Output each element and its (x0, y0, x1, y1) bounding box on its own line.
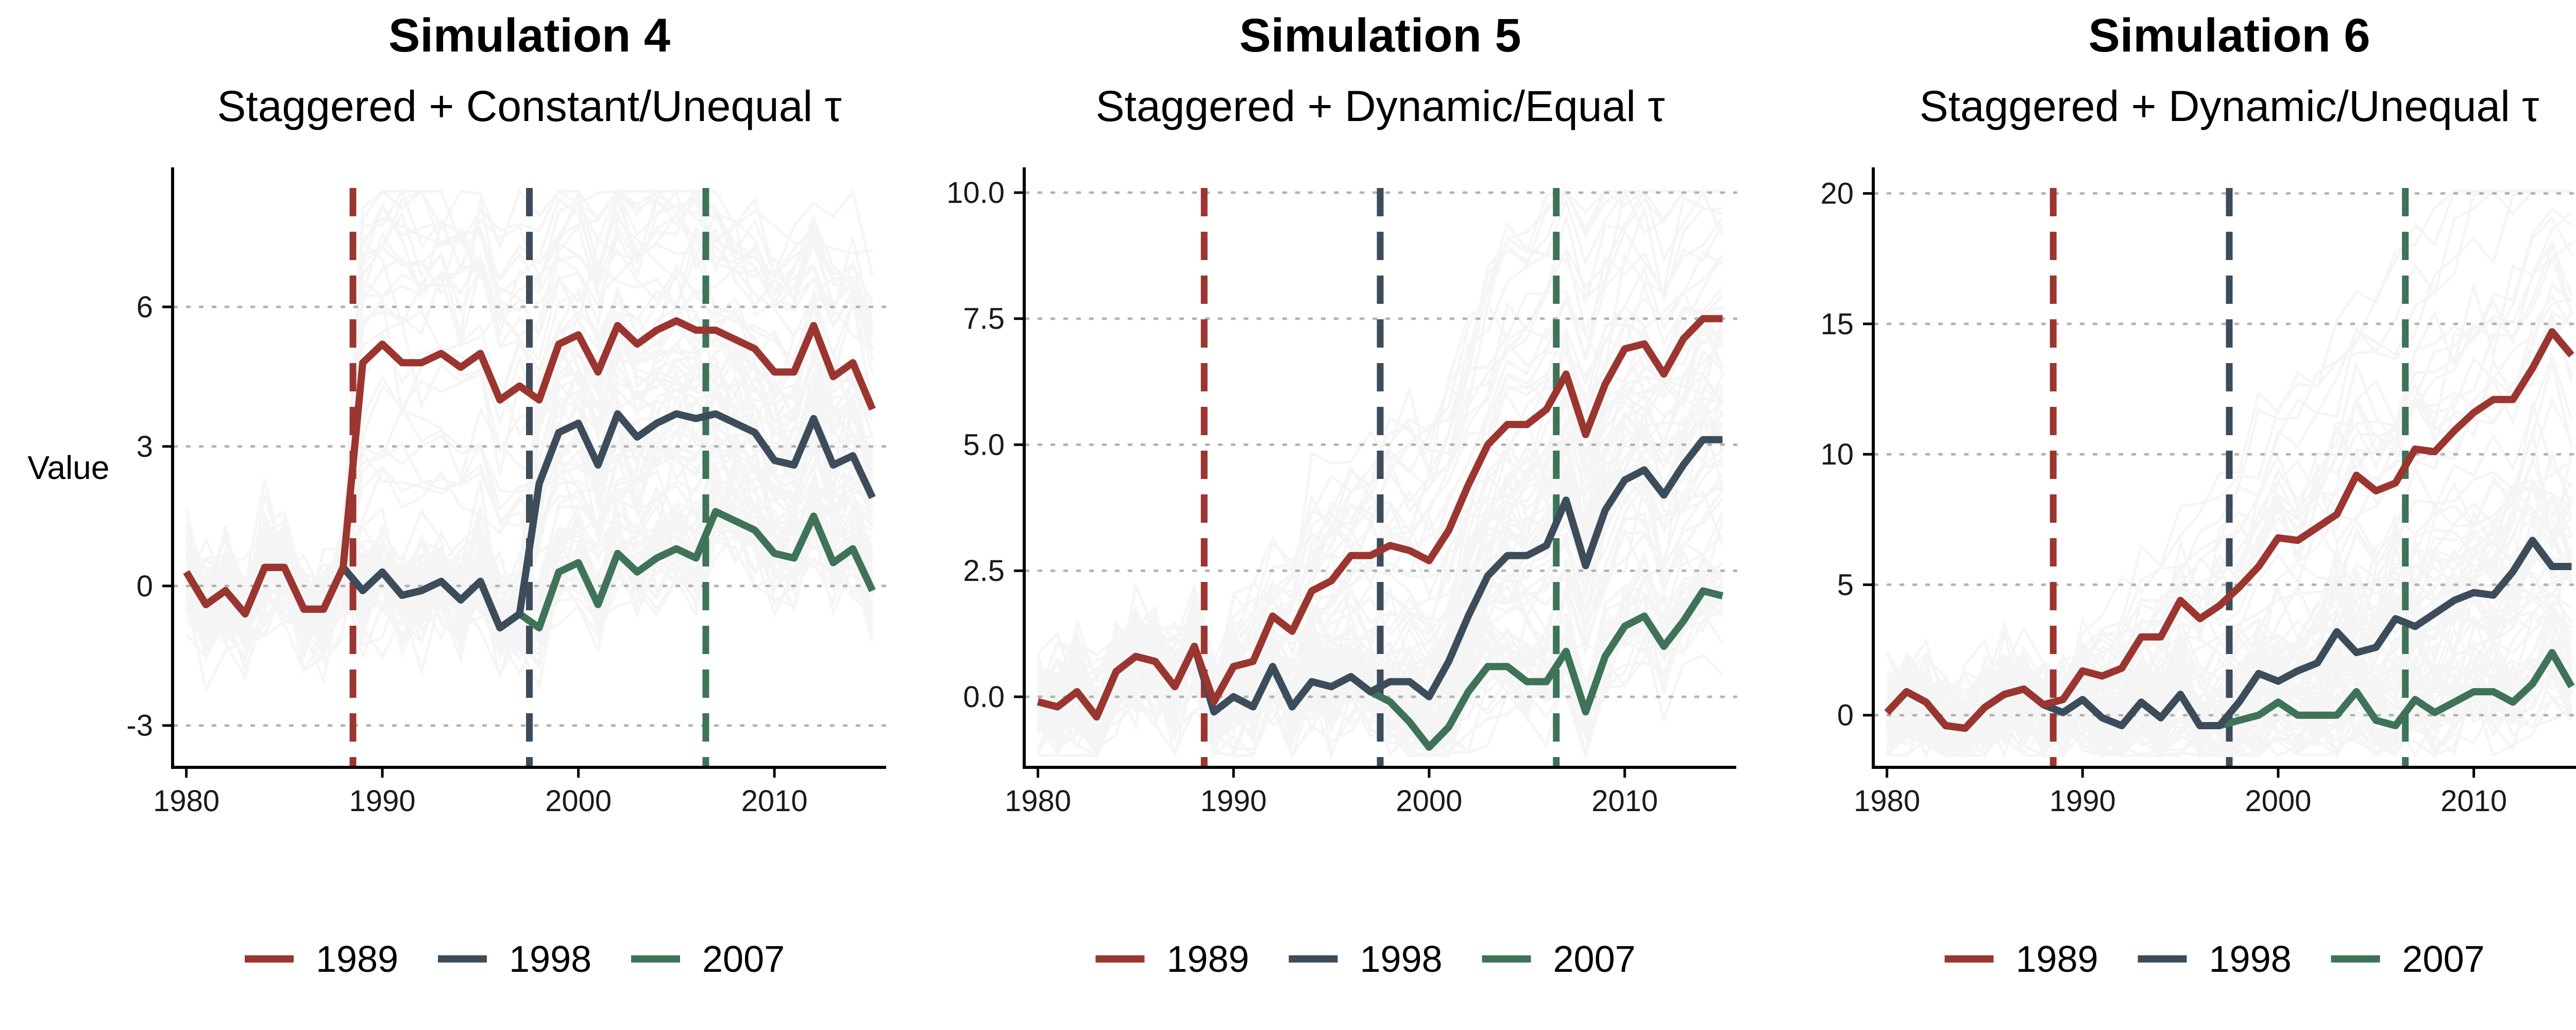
series-line-1989 (1884, 328, 2574, 732)
y-tick-label: 3 (137, 430, 153, 464)
placebo-line (1038, 592, 1724, 756)
placebo-line (1886, 690, 2572, 758)
placebo-line (1886, 555, 2572, 759)
placebo-line (1886, 663, 2573, 758)
placebo-line (1037, 190, 1723, 730)
placebo-line (1037, 582, 1724, 758)
y-tick-label: 10 (1820, 438, 1854, 471)
x-tick-label: 2000 (1396, 784, 1462, 818)
legend-label-1989: 1989 (316, 939, 398, 980)
y-tick-label: 15 (1820, 307, 1854, 341)
y-tick-label: 0 (137, 570, 153, 603)
x-tick-label: 2010 (1591, 784, 1658, 818)
y-tick-label: 2.5 (963, 554, 1005, 588)
placebo-line (1887, 658, 2573, 759)
legend: 1989 1998 2007 (1095, 939, 1636, 980)
placebo-line (186, 233, 874, 628)
placebo-line (185, 189, 873, 608)
x-tick-label: 2000 (2245, 784, 2311, 818)
panel-title: Simulation 4 (388, 9, 670, 62)
placebo-line (1886, 638, 2573, 749)
placebo-line (1887, 485, 2573, 756)
placebo-line (1037, 400, 1724, 759)
legend: 1989 1998 2007 (245, 939, 785, 980)
legend-label-2007: 2007 (702, 939, 785, 980)
series-line-1989 (1037, 315, 1723, 721)
placebo-line (1037, 426, 1723, 723)
panel-simulation-6: Simulation 6 Staggered + Dynamic/Unequal … (1820, 9, 2576, 980)
placebo-line (1037, 309, 1724, 726)
x-tick-label: 2000 (545, 784, 612, 818)
placebo-line (1886, 644, 2572, 760)
y-tick-label: 0.0 (963, 680, 1005, 714)
series-line-1989 (183, 317, 876, 617)
panel-subtitle: Staggered + Dynamic/Equal τ (1096, 82, 1665, 130)
x-tick-label: 1980 (153, 784, 219, 818)
y-tick-label: 7.5 (963, 302, 1005, 336)
placebo-line (1887, 216, 2573, 759)
panel-subtitle: Staggered + Dynamic/Unequal τ (1920, 82, 2539, 130)
placebo-line (185, 288, 874, 645)
panel-subtitle: Staggered + Constant/Unequal τ (217, 82, 841, 130)
placebo-line (185, 443, 874, 650)
panel-title: Simulation 6 (2089, 9, 2370, 62)
panel-simulation-4: Simulation 4 Staggered + Constant/Unequal… (28, 9, 888, 980)
placebo-line (1886, 670, 2572, 758)
placebo-line (1886, 509, 2572, 758)
placebo-line (1886, 495, 2573, 733)
x-tick-label: 1990 (2049, 784, 2116, 818)
y-tick-label: 5.0 (963, 428, 1005, 461)
placebo-line (1887, 242, 2573, 757)
background-lines (185, 187, 874, 694)
y-axis-label: Value (28, 449, 110, 486)
placebo-line (1037, 372, 1724, 719)
placebo-line (185, 418, 873, 654)
placebo-line (1886, 658, 2572, 758)
placebo-line (1037, 575, 1723, 742)
x-tick-label: 1990 (1200, 784, 1267, 818)
y-tick-label: 5 (1837, 568, 1854, 602)
placebo-line (1037, 389, 1724, 739)
placebo-line (1037, 373, 1724, 716)
legend-label-1989: 1989 (1167, 939, 1249, 980)
panel-title: Simulation 5 (1240, 9, 1521, 62)
y-tick-label: 10.0 (946, 176, 1005, 210)
placebo-line (185, 507, 873, 691)
placebo-line (185, 188, 874, 614)
placebo-line (1037, 421, 1724, 752)
y-tick-label: 20 (1820, 177, 1854, 211)
placebo-line (1886, 479, 2573, 757)
x-tick-label: 1990 (349, 784, 416, 818)
panel-simulation-5: Simulation 5 Staggered + Dynamic/Equal τ 0… (946, 9, 1738, 980)
y-tick-label: -3 (126, 709, 153, 743)
placebo-line (1886, 672, 2573, 758)
x-tick-label: 1980 (1854, 784, 1920, 818)
placebo-line (1886, 653, 2572, 758)
placebo-line (1886, 242, 2572, 759)
y-tick-label: 0 (1837, 699, 1854, 732)
placebo-line (1037, 574, 1723, 736)
legend-label-1998: 1998 (2209, 939, 2292, 980)
legend-label-2007: 2007 (2402, 939, 2485, 980)
placebo-line (185, 433, 874, 661)
placebo-line (185, 373, 874, 642)
legend: 1989 1998 2007 (1944, 939, 2485, 980)
x-tick-label: 1980 (1005, 784, 1071, 818)
legend-label-2007: 2007 (1553, 939, 1636, 980)
legend-label-1998: 1998 (1360, 939, 1443, 980)
legend-label-1998: 1998 (509, 939, 591, 980)
placebo-line (1886, 495, 2573, 757)
legend-label-1989: 1989 (2016, 939, 2098, 980)
x-tick-label: 2010 (2441, 784, 2507, 818)
x-tick-label: 2010 (741, 784, 808, 818)
placebo-line (1037, 498, 1724, 735)
y-tick-label: 6 (137, 290, 153, 324)
placebo-line (1037, 518, 1724, 718)
